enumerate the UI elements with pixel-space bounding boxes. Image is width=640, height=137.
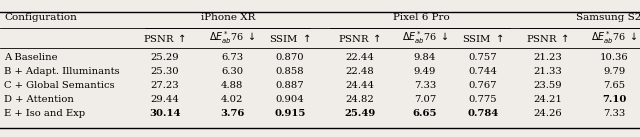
Text: PSNR $\uparrow$: PSNR $\uparrow$ [339,32,381,44]
Text: 0.775: 0.775 [468,95,497,105]
Text: 6.30: 6.30 [221,68,243,76]
Text: A Baseline: A Baseline [4,54,58,62]
Text: 9.49: 9.49 [414,68,436,76]
Text: E + Iso and Exp: E + Iso and Exp [4,109,85,119]
Text: C + Global Semantics: C + Global Semantics [4,82,115,91]
Text: 21.23: 21.23 [534,54,563,62]
Text: PSNR $\uparrow$: PSNR $\uparrow$ [143,32,187,44]
Text: $\Delta E^*_{ab}$76 $\downarrow$: $\Delta E^*_{ab}$76 $\downarrow$ [402,30,448,46]
Text: 7.33: 7.33 [414,82,436,91]
Text: B + Adapt. Illuminants: B + Adapt. Illuminants [4,68,120,76]
Text: 24.44: 24.44 [346,82,374,91]
Text: iPhone XR: iPhone XR [201,14,255,22]
Text: 25.30: 25.30 [150,68,179,76]
Text: SSIM $\uparrow$: SSIM $\uparrow$ [269,32,310,44]
Text: 22.48: 22.48 [346,68,374,76]
Text: 7.10: 7.10 [602,95,626,105]
Text: 4.02: 4.02 [221,95,243,105]
Text: 30.14: 30.14 [149,109,180,119]
Text: 25.49: 25.49 [344,109,376,119]
Text: 6.65: 6.65 [413,109,437,119]
Text: 24.26: 24.26 [534,109,563,119]
Text: Configuration: Configuration [4,14,77,22]
Text: 0.858: 0.858 [276,68,304,76]
Text: 0.744: 0.744 [468,68,497,76]
Text: PSNR $\uparrow$: PSNR $\uparrow$ [526,32,570,44]
Text: 0.887: 0.887 [276,82,304,91]
Text: 23.59: 23.59 [534,82,563,91]
Text: 4.88: 4.88 [221,82,243,91]
Text: 22.44: 22.44 [346,54,374,62]
Text: 7.07: 7.07 [414,95,436,105]
Text: SSIM $\uparrow$: SSIM $\uparrow$ [462,32,504,44]
Text: 9.79: 9.79 [603,68,625,76]
Text: 0.757: 0.757 [468,54,497,62]
Text: 0.784: 0.784 [467,109,499,119]
Text: 3.76: 3.76 [220,109,244,119]
Text: 0.904: 0.904 [276,95,305,105]
Text: 0.870: 0.870 [276,54,304,62]
Text: 9.84: 9.84 [414,54,436,62]
Text: 24.82: 24.82 [346,95,374,105]
Text: 25.29: 25.29 [150,54,179,62]
Text: 0.767: 0.767 [468,82,497,91]
Text: Samsung S22: Samsung S22 [576,14,640,22]
Text: D + Attention: D + Attention [4,95,74,105]
Text: 21.33: 21.33 [534,68,563,76]
Text: $\Delta E^*_{ab}$76 $\downarrow$: $\Delta E^*_{ab}$76 $\downarrow$ [591,30,637,46]
Text: $\Delta E^*_{ab}$76 $\downarrow$: $\Delta E^*_{ab}$76 $\downarrow$ [209,30,255,46]
Text: 10.36: 10.36 [600,54,628,62]
Text: 0.915: 0.915 [275,109,306,119]
Text: 7.33: 7.33 [603,109,625,119]
Text: Pixel 6 Pro: Pixel 6 Pro [392,14,449,22]
Text: 7.65: 7.65 [603,82,625,91]
Text: 29.44: 29.44 [150,95,179,105]
Text: 24.21: 24.21 [534,95,563,105]
Text: 6.73: 6.73 [221,54,243,62]
Text: 27.23: 27.23 [150,82,179,91]
